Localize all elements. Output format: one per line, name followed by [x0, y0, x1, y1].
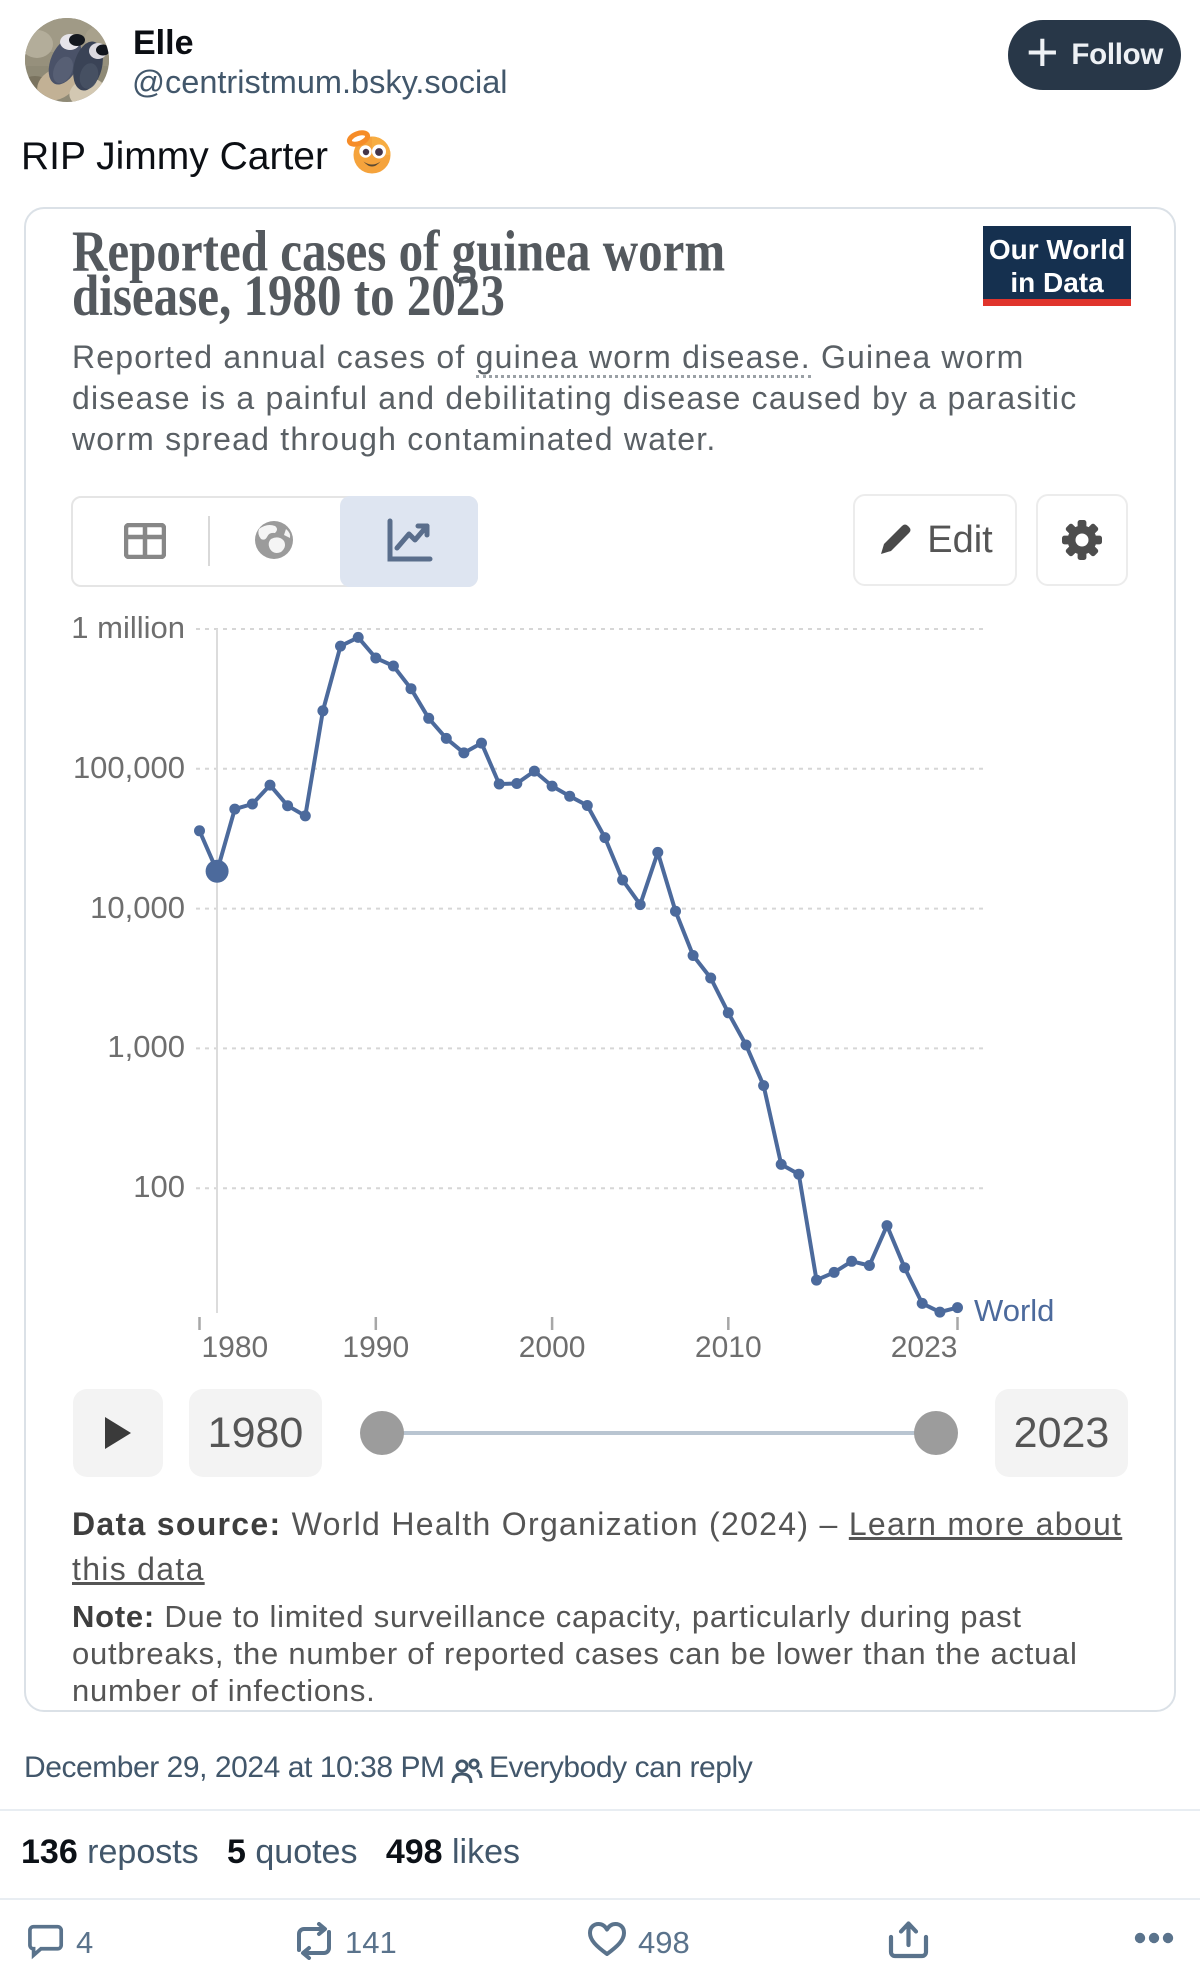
- svg-text:World: World: [974, 1293, 1054, 1328]
- svg-text:2010: 2010: [695, 1331, 762, 1364]
- svg-text:2023: 2023: [891, 1331, 958, 1364]
- svg-text:10,000: 10,000: [90, 890, 185, 925]
- svg-text:1,000: 1,000: [107, 1029, 185, 1064]
- svg-text:2000: 2000: [519, 1331, 586, 1364]
- svg-text:1990: 1990: [342, 1331, 409, 1364]
- svg-text:100: 100: [133, 1169, 185, 1204]
- svg-text:1980: 1980: [202, 1331, 269, 1364]
- svg-text:100,000: 100,000: [73, 750, 185, 785]
- svg-text:1 million: 1 million: [71, 610, 185, 645]
